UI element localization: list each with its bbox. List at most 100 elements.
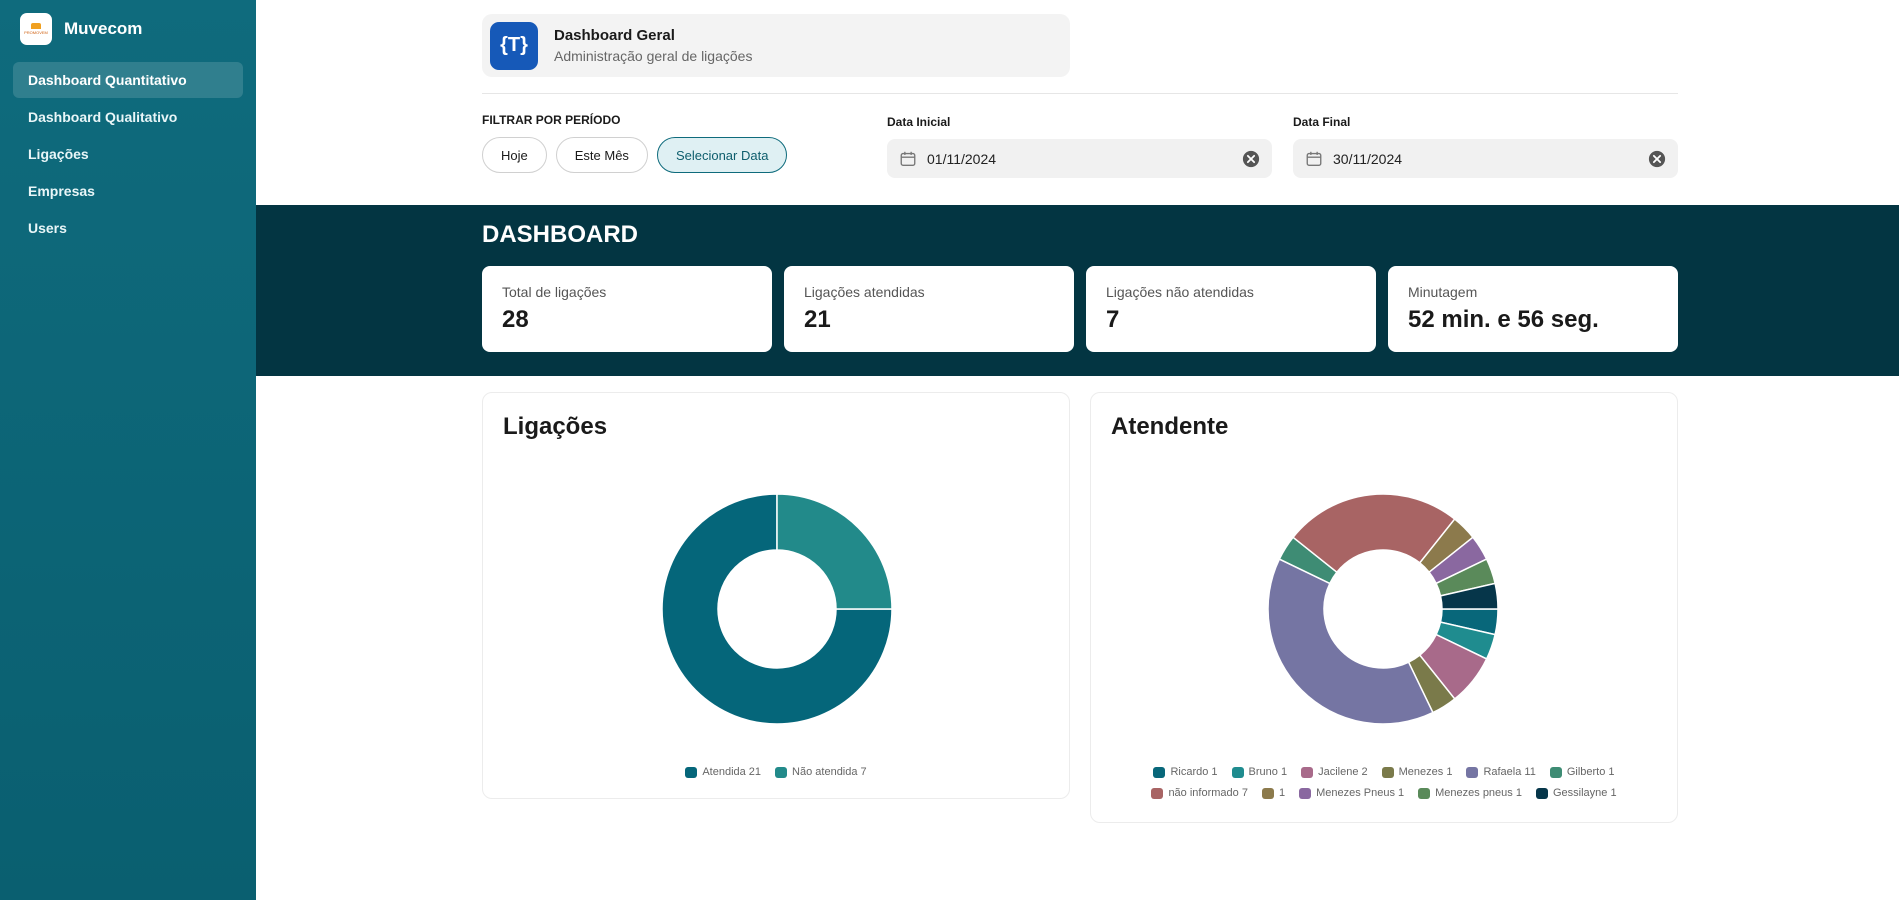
legend-item[interactable]: Gilberto 1 — [1549, 766, 1615, 778]
legend-item[interactable]: Ricardo 1 — [1153, 766, 1218, 778]
atendente-legend: Ricardo 1 Bruno 1 Jacilene 2 Menezes 1 Rafae… — [1091, 766, 1677, 808]
legend-swatch — [1153, 766, 1166, 778]
legend-item[interactable]: não informado 7 — [1151, 787, 1248, 799]
legend-label: Jacilene 2 — [1318, 766, 1368, 778]
legend-swatch — [1549, 766, 1562, 778]
legend-item[interactable]: Rafaela 11 — [1466, 766, 1536, 778]
legend-label: não informado 7 — [1168, 787, 1248, 799]
dashboard-title: DASHBOARD — [482, 221, 638, 248]
start-date-value: 01/11/2024 — [927, 150, 997, 167]
legend-label: Gilberto 1 — [1566, 766, 1615, 778]
brand: PROMOVEM Muvecom — [0, 0, 256, 58]
stat-card-unanswered: Ligações não atendidas 7 — [1086, 266, 1376, 352]
end-date-field[interactable]: 30/11/2024 — [1293, 139, 1678, 178]
chart-title: Atendente — [1111, 413, 1229, 440]
stat-card-total: Total de ligações 28 — [482, 266, 772, 352]
legend-label: Menezes Pneus 1 — [1316, 787, 1405, 799]
end-date-group: Data Final 30/11/2024 — [1293, 115, 1678, 178]
legend-swatch — [1535, 787, 1548, 799]
header-divider — [482, 93, 1678, 94]
calendar-icon — [1306, 151, 1322, 166]
legend-item[interactable]: Atendida 21 — [685, 766, 761, 778]
start-date-label: Data Inicial — [887, 115, 951, 129]
chart-title: Ligações — [503, 413, 608, 440]
legend-swatch — [685, 766, 698, 778]
select-date-button[interactable]: Selecionar Data — [656, 137, 788, 173]
legend-swatch — [775, 766, 788, 778]
calendar-icon — [900, 151, 916, 166]
chart-card-atendente: Atendente Ricardo 1 Bruno 1 Jacilene 2 Mene… — [1090, 392, 1678, 823]
legend-item[interactable]: Não atendida 7 — [775, 766, 867, 778]
legend-swatch — [1151, 787, 1164, 799]
legend-label: Gessilayne 1 — [1552, 787, 1617, 799]
legend-row: Ricardo 1 Bruno 1 Jacilene 2 Menezes 1 Rafae… — [1091, 766, 1677, 778]
legend-label: Rafaela 11 — [1483, 766, 1536, 778]
end-date-label: Data Final — [1293, 115, 1351, 129]
stat-label: Total de ligações — [502, 284, 607, 300]
legend-swatch — [1418, 787, 1431, 799]
legend-swatch — [1466, 766, 1479, 778]
sidebar-item-dashboard-quantitativo[interactable]: Dashboard Quantitativo — [13, 62, 243, 98]
donut-slice[interactable] — [1292, 493, 1456, 574]
legend-label: Menezes 1 — [1398, 766, 1453, 778]
donut-slice[interactable] — [1267, 558, 1434, 725]
brand-logo: PROMOVEM — [20, 13, 52, 45]
legend-label: Ricardo 1 — [1170, 766, 1218, 778]
stat-label: Ligações não atendidas — [1106, 284, 1254, 300]
stat-value: 7 — [1106, 306, 1120, 333]
legend-label: Menezes pneus 1 — [1435, 787, 1522, 799]
stat-value: 21 — [804, 306, 831, 333]
legend-swatch — [1381, 766, 1394, 778]
legend-swatch — [1231, 766, 1244, 778]
legend-swatch — [1299, 787, 1312, 799]
donut-slice[interactable] — [1439, 582, 1499, 610]
legend-label: 1 — [1278, 787, 1286, 799]
ligacoes-donut-chart — [661, 493, 893, 725]
stat-value: 52 min. e 56 seg. — [1408, 306, 1599, 333]
stat-card-answered: Ligações atendidas 21 — [784, 266, 1074, 352]
clear-start-date-icon[interactable] — [1242, 150, 1260, 168]
legend-swatch — [1301, 766, 1314, 778]
start-date-field[interactable]: 01/11/2024 — [887, 139, 1272, 178]
sidebar-item-dashboard-qualitativo[interactable]: Dashboard Qualitativo — [28, 109, 178, 125]
end-date-value: 30/11/2024 — [1333, 150, 1403, 167]
legend-row: não informado 7 1 Menezes Pneus 1 Menezes p… — [1091, 787, 1677, 799]
page-header: {T} Dashboard Geral Administração geral … — [482, 14, 1070, 77]
legend-label: Atendida 21 — [702, 766, 762, 778]
page-subtitle: Administração geral de ligações — [554, 48, 753, 64]
legend-item[interactable]: Bruno 1 — [1231, 766, 1288, 778]
sidebar-item-users[interactable]: Users — [28, 220, 67, 236]
stat-label: Ligações atendidas — [804, 284, 925, 300]
page-title: Dashboard Geral — [554, 27, 675, 44]
legend-swatch — [1261, 787, 1274, 799]
legend-item[interactable]: Gessilayne 1 — [1535, 787, 1617, 799]
ligacoes-legend: Atendida 21 Não atendida 7 — [483, 766, 1069, 787]
legend-item[interactable]: Menezes 1 — [1381, 766, 1453, 778]
start-date-group: Data Inicial 01/11/2024 — [887, 115, 1272, 178]
legend-item[interactable]: Jacilene 2 — [1301, 766, 1368, 778]
header-logo: {T} — [490, 21, 538, 70]
filter-label: FILTRAR POR PERÍODO — [482, 113, 621, 127]
today-button[interactable]: Hoje — [482, 137, 547, 173]
chart-card-ligacoes: Ligações Atendida 21 Não atendida 7 — [482, 392, 1070, 799]
clear-end-date-icon[interactable] — [1648, 150, 1666, 168]
legend-item[interactable]: Menezes pneus 1 — [1418, 787, 1522, 799]
sidebar-nav: Dashboard Quantitativo Dashboard Qualita… — [0, 58, 256, 251]
stat-label: Minutagem — [1408, 284, 1478, 300]
sidebar-item-empresas[interactable]: Empresas — [28, 183, 95, 199]
this-month-button[interactable]: Este Mês — [555, 137, 648, 173]
atendente-donut-chart — [1267, 493, 1499, 725]
donut-slice[interactable] — [776, 493, 893, 610]
sidebar: PROMOVEM Muvecom Dashboard Quantitativo … — [0, 0, 256, 900]
legend-label: Bruno 1 — [1248, 766, 1288, 778]
sidebar-item-ligacoes[interactable]: Ligações — [28, 146, 89, 162]
app-name: Muvecom — [64, 19, 143, 38]
legend-row: Atendida 21 Não atendida 7 — [483, 766, 1069, 778]
legend-item[interactable]: Menezes Pneus 1 — [1299, 787, 1404, 799]
donut-slice[interactable] — [661, 493, 893, 725]
stat-card-minutes: Minutagem 52 min. e 56 seg. — [1388, 266, 1678, 352]
legend-label: Não atendida 7 — [792, 766, 867, 778]
stat-value: 28 — [502, 306, 529, 333]
legend-item[interactable]: 1 — [1261, 787, 1286, 799]
period-pills: Hoje Este Mês Selecionar Data — [482, 137, 788, 173]
